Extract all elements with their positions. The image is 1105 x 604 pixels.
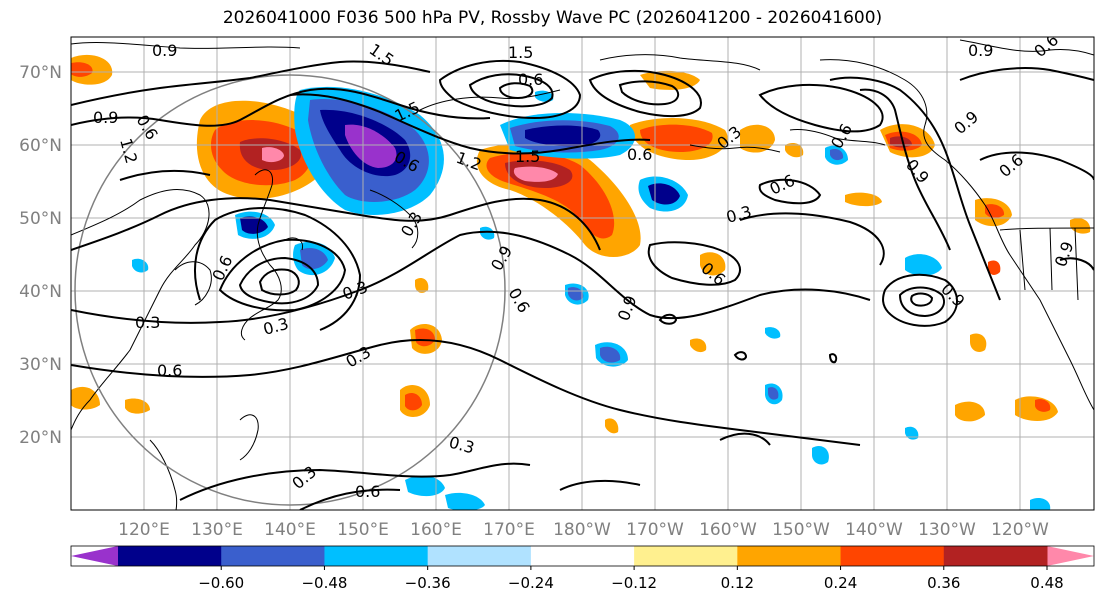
lon-label: 140°E	[264, 520, 316, 540]
contour-label: 0.9	[487, 242, 516, 274]
colorbar-max-extension	[1047, 546, 1094, 566]
lat-label: 50°N	[19, 209, 62, 229]
contour-label: 0.9	[1051, 239, 1078, 269]
contour-label: 0.6	[355, 482, 380, 501]
colorbar-cell	[737, 546, 842, 566]
lon-label: 170°W	[626, 520, 684, 540]
colorbar-cell	[634, 546, 738, 566]
lat-label: 30°N	[19, 355, 62, 375]
contour-label: 0.9	[902, 155, 933, 187]
contour-label: 0.6	[627, 145, 652, 164]
colorbar-tick-label: 0.36	[927, 574, 960, 592]
contour-label: 0.9	[968, 41, 993, 60]
contour-label: 0.9	[93, 108, 118, 127]
contour-label: 0.3	[135, 313, 160, 332]
lon-label: 180°W	[553, 520, 611, 540]
colorbar-cell	[530, 546, 635, 566]
lon-label: 130°E	[191, 520, 243, 540]
contour-label: 0.6	[995, 150, 1027, 181]
contour-label: 0.3	[447, 433, 477, 458]
lon-label: 170°E	[483, 520, 535, 540]
lat-label: 70°N	[19, 63, 62, 83]
distance-circle	[74, 74, 506, 506]
pv-contours	[71, 59, 1094, 510]
lon-label: 150°W	[772, 520, 830, 540]
contour-label: 0.6	[208, 253, 236, 284]
contour-label: 0.6	[518, 70, 543, 89]
lat-label: 20°N	[19, 428, 62, 448]
longitude-labels: 120°E 130°E 140°E 150°E 160°E 170°E 180°…	[118, 520, 1049, 540]
colorbar-tick-label: −0.24	[508, 574, 554, 592]
contour-label: 0.9	[937, 279, 968, 310]
lon-label: 130°W	[918, 520, 976, 540]
contour-label: 0.3	[343, 342, 375, 371]
colorbar-tick-label: −0.36	[405, 574, 451, 592]
contour-label: 0.9	[614, 293, 641, 323]
lat-label: 40°N	[19, 282, 62, 302]
colorbar-cell	[427, 546, 532, 566]
colorbar-tick-label: −0.48	[301, 574, 347, 592]
colorbar-tick-label: −0.60	[198, 574, 244, 592]
map-title: 2026041000 F036 500 hPa PV, Rossby Wave …	[222, 8, 883, 28]
coastlines	[71, 39, 1094, 510]
contour-label: 1.5	[508, 43, 533, 62]
colorbar-cell	[840, 546, 945, 566]
negative-anomalies	[132, 86, 1051, 510]
lon-label: 160°W	[699, 520, 757, 540]
lon-label: 160°E	[410, 520, 462, 540]
latitude-labels: 70°N 60°N 50°N 40°N 30°N 20°N	[19, 63, 62, 448]
colorbar-tick-label: 0.48	[1030, 574, 1063, 592]
contour-label: 0.9	[152, 41, 177, 60]
contour-label: 0.3	[340, 277, 370, 304]
colorbar-cell	[943, 546, 1048, 566]
contour-label: 0.6	[1030, 30, 1062, 61]
colorbar-tick-label: −0.12	[611, 574, 657, 592]
lon-label: 120°W	[991, 520, 1049, 540]
colorbar-tick-label: 0.24	[824, 574, 857, 592]
contour-label: 0.3	[397, 208, 426, 240]
contour-label: 0.3	[288, 462, 320, 493]
lon-label: 140°W	[845, 520, 903, 540]
lon-label: 150°E	[337, 520, 389, 540]
contour-label: 1.5	[515, 147, 540, 166]
contour-label: 0.6	[767, 171, 798, 199]
colorbar: −0.60 −0.48 −0.36 −0.24 −0.12 0.12 0.24 0.36 0.4…	[70, 545, 1095, 592]
contour-label: 0.6	[157, 361, 182, 380]
graticule	[71, 37, 1094, 510]
lat-label: 60°N	[19, 136, 62, 156]
colorbar-cell	[221, 546, 325, 566]
contour-label: 0.3	[724, 202, 754, 227]
lon-label: 120°E	[118, 520, 170, 540]
colorbar-min-extension	[71, 546, 118, 566]
contour-label: 0.9	[950, 107, 982, 138]
colorbar-cell	[324, 546, 429, 566]
plot-frame	[70, 36, 1095, 511]
colorbar-tick-label: 0.12	[721, 574, 754, 592]
colorbar-frame	[70, 545, 1095, 567]
contour-label: 1.2	[116, 136, 141, 166]
colorbar-cell	[118, 546, 222, 566]
